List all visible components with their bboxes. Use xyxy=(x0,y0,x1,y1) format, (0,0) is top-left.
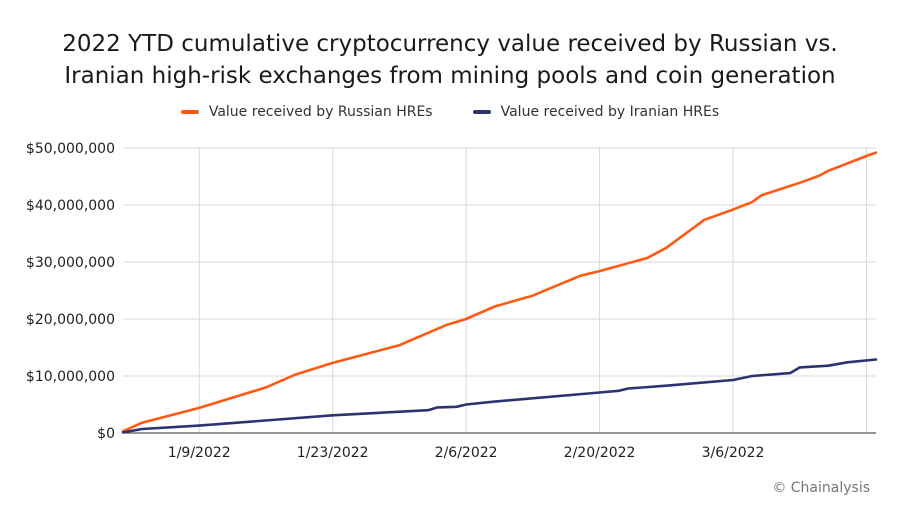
y-tick-label: $30,000,000 xyxy=(26,255,115,271)
x-tick-label: 2/6/2022 xyxy=(435,445,498,461)
chart-title-line: 2022 YTD cumulative cryptocurrency value… xyxy=(62,31,838,57)
x-tick-label: 1/9/2022 xyxy=(168,445,231,461)
legend-item-iranian[interactable]: Value received by Iranian HREs xyxy=(472,104,720,120)
y-tick-label: $50,000,000 xyxy=(26,141,115,157)
chart-title-line: Iranian high-risk exchanges from mining … xyxy=(64,63,836,89)
legend-swatch-russian xyxy=(180,110,199,114)
series-line-russian xyxy=(121,151,878,433)
x-tick-label: 3/6/2022 xyxy=(702,445,765,461)
x-tick-label: 1/23/2022 xyxy=(297,445,369,461)
source-credit: © Chainalysis xyxy=(772,480,870,496)
y-tick-label: $10,000,000 xyxy=(26,369,115,385)
x-tick-label: 2/20/2022 xyxy=(564,445,636,461)
legend-label-iranian: Value received by Iranian HREs xyxy=(500,104,720,120)
y-tick-label: $0 xyxy=(97,426,115,442)
chart-title: 2022 YTD cumulative cryptocurrency value… xyxy=(0,28,900,92)
legend: Value received by Russian HREs Value rec… xyxy=(0,104,900,120)
y-tick-label: $20,000,000 xyxy=(26,312,115,328)
legend-item-russian[interactable]: Value received by Russian HREs xyxy=(180,104,433,120)
legend-swatch-iranian xyxy=(472,110,491,114)
legend-label-russian: Value received by Russian HREs xyxy=(208,104,433,120)
series-line-iranian xyxy=(121,358,878,434)
y-tick-label: $40,000,000 xyxy=(26,198,115,214)
